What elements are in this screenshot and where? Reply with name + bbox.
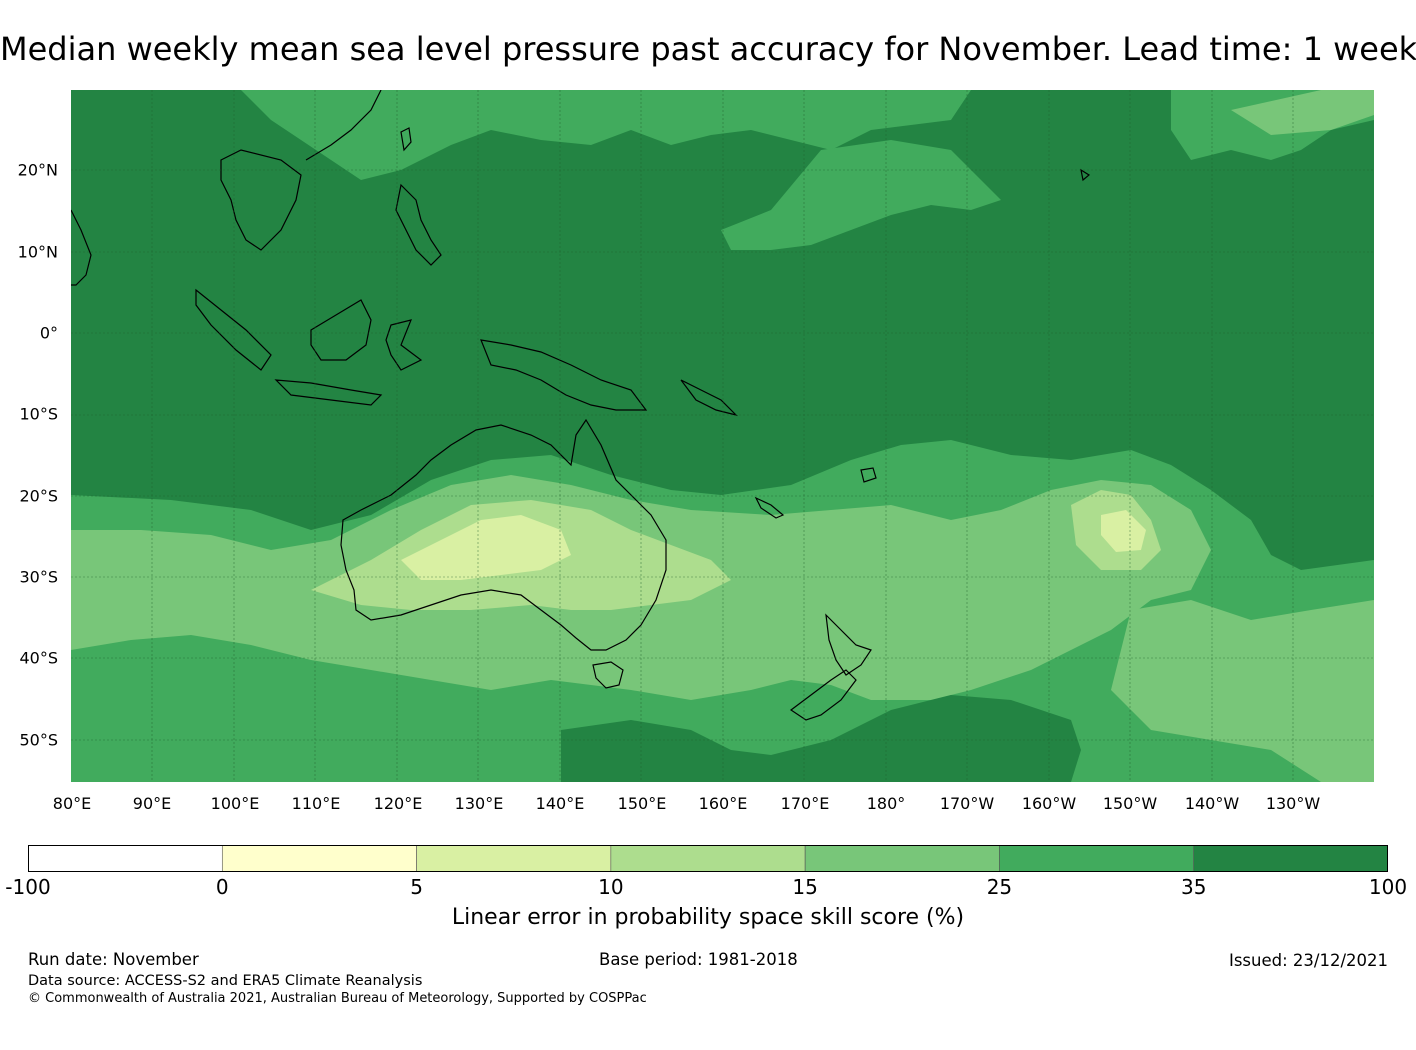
india-coastline	[71, 209, 92, 286]
lon-label-130e: 130°E	[454, 794, 504, 813]
lon-label-100e: 100°E	[210, 794, 260, 813]
colorbar-tick-label: -100	[5, 875, 51, 899]
coastlines	[71, 90, 1091, 721]
colorbar-tick-label: 10	[598, 875, 624, 899]
colorbar-tick-label: 0	[215, 875, 229, 899]
new-zealand-north-coastline	[825, 613, 872, 676]
colorbar-segment	[804, 845, 1000, 872]
lon-label-160w: 160°W	[1021, 794, 1077, 813]
lat-label-50s: 50°S	[19, 730, 58, 750]
skill-zone-15-25-se	[1111, 600, 1374, 782]
skill-zone-5-10-pacific	[1101, 510, 1146, 552]
skill-zone-25-35-north	[241, 90, 971, 180]
lon-label-80e: 80°E	[52, 794, 92, 813]
colorbar	[28, 845, 1388, 872]
colorbar-tick-label: 25	[986, 875, 1013, 899]
borneo-coastline	[310, 299, 372, 361]
lon-label-170e: 170°E	[780, 794, 830, 813]
lat-label-40s: 40°S	[19, 648, 58, 668]
colorbar-tick-label: 5	[410, 875, 423, 899]
lon-label-180: 180°	[866, 794, 906, 813]
lon-label-150w: 150°W	[1102, 794, 1158, 813]
run-date: Run date: November	[28, 950, 199, 969]
sumatra-coastline	[195, 288, 272, 371]
colorbar-segment	[221, 845, 417, 872]
taiwan-coastline	[400, 127, 412, 152]
issued-date: Issued: 23/12/2021	[1228, 951, 1388, 970]
skill-zone-25-35-pacific	[721, 140, 1001, 250]
colorbar-title: Linear error in probability space skill …	[451, 905, 965, 930]
colorbar-segment	[416, 845, 612, 872]
colorbar-segment	[610, 845, 806, 872]
lat-label-10s: 10°S	[19, 404, 58, 424]
base-period: Base period: 1981-2018	[599, 950, 798, 969]
fiji-coastline	[860, 467, 877, 483]
map-canvas	[71, 90, 1374, 782]
new-guinea-coastline	[480, 339, 648, 411]
lon-label-110e: 110°E	[291, 794, 341, 813]
java-coastline	[274, 379, 383, 406]
lon-label-140w: 140°W	[1184, 794, 1240, 813]
copyright: © Commonwealth of Australia 2021, Austra…	[28, 991, 647, 1006]
new-caledonia-coastline	[754, 496, 785, 519]
lat-label-20s: 20°S	[19, 486, 58, 506]
sulawesi-coastline	[385, 319, 423, 371]
philippines-coastline	[395, 183, 442, 266]
data-source: Data source: ACCESS-S2 and ERA5 Climate …	[28, 973, 423, 989]
lon-label-160e: 160°E	[698, 794, 748, 813]
colorbar-tick-label: 100	[1368, 875, 1408, 899]
skill-score-map	[71, 90, 1374, 782]
tasmania-coastline	[592, 661, 624, 689]
lat-label-30s: 30°S	[19, 567, 58, 587]
colorbar-tick-label: 15	[792, 875, 818, 899]
new-zealand-south-coastline	[789, 669, 857, 721]
colorbar-segment	[999, 845, 1195, 872]
skill-zone-35-100-south	[561, 695, 1081, 782]
colorbar-tick-label: 35	[1180, 875, 1207, 899]
lat-label-20n: 20°N	[17, 160, 58, 180]
australia-coastline	[340, 418, 667, 651]
lon-label-150e: 150°E	[617, 794, 667, 813]
colorbar-segment	[28, 845, 223, 872]
skill-zone-5-10	[401, 515, 571, 580]
hawaii-coastline	[1080, 168, 1091, 182]
map-title: Median weekly mean sea level pressure pa…	[0, 30, 1416, 68]
lon-label-130w: 130°W	[1265, 794, 1321, 813]
lon-label-170w: 170°W	[939, 794, 995, 813]
gridlines	[71, 90, 1374, 782]
lat-label-0: 0°	[39, 323, 58, 343]
indochina-coastline	[220, 149, 302, 251]
lon-label-120e: 120°E	[373, 794, 423, 813]
china-coastline	[305, 90, 382, 161]
skill-zone-15-25-ne	[1231, 90, 1374, 135]
colorbar-segment	[1193, 845, 1388, 872]
lat-label-10n: 10°N	[17, 242, 58, 262]
lon-label-140e: 140°E	[535, 794, 585, 813]
lon-label-90e: 90°E	[132, 794, 172, 813]
